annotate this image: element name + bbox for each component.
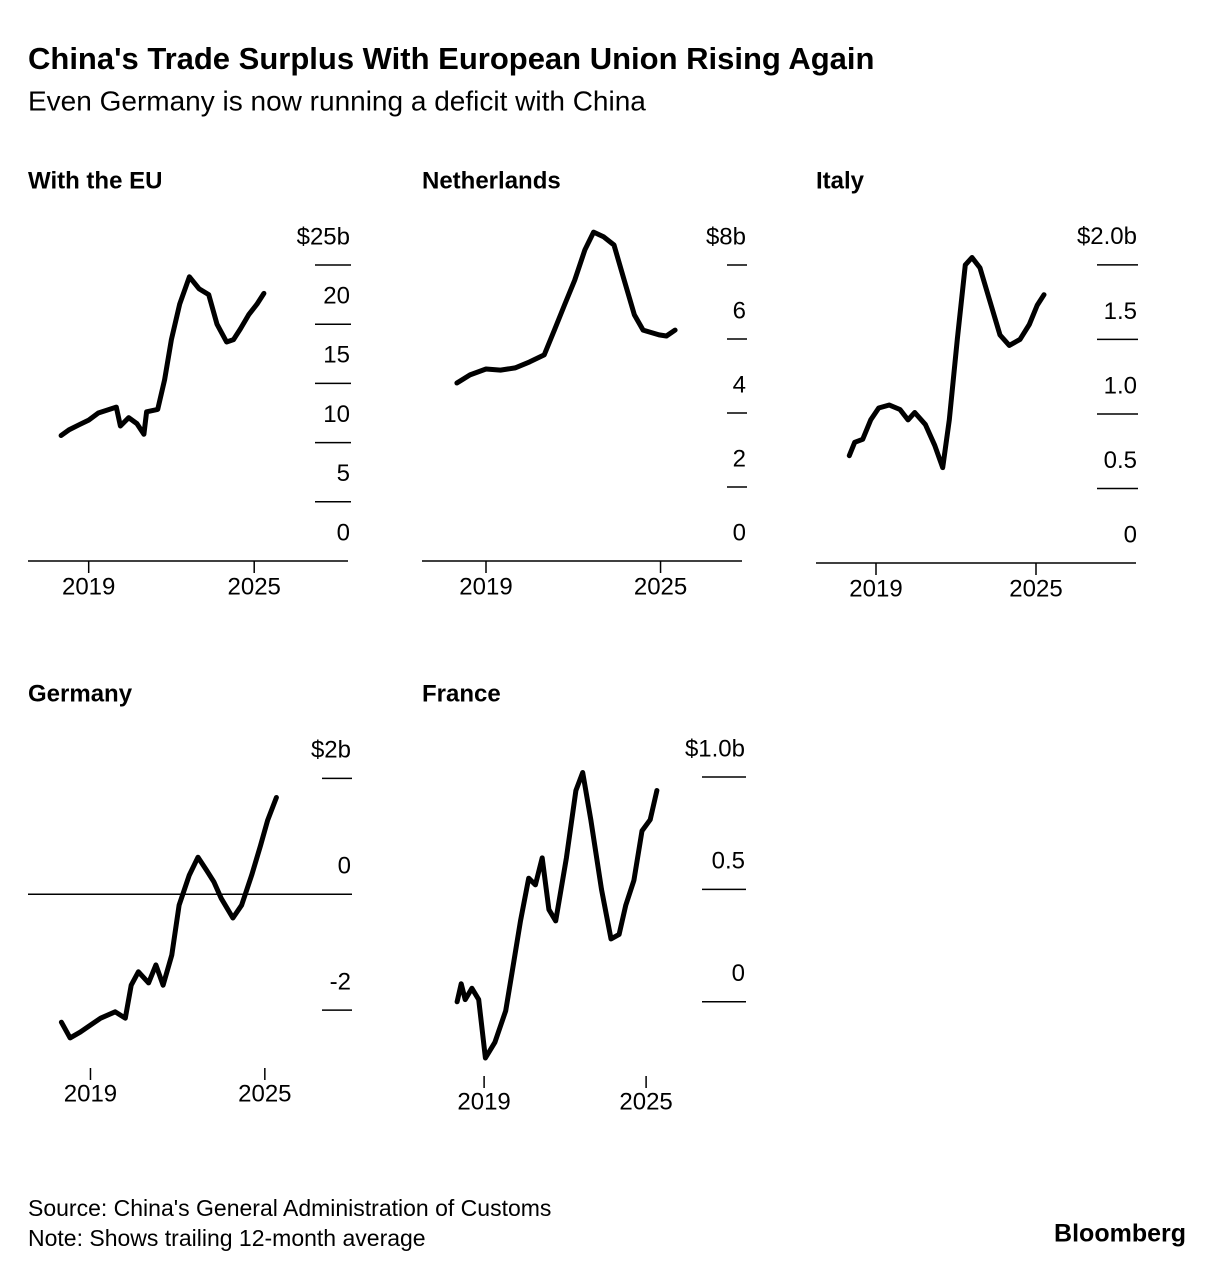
x-tick-label: 2025 <box>619 1088 672 1115</box>
data-line <box>58 795 279 1041</box>
y-tick-label: 0 <box>338 853 351 880</box>
y-tick-label: 0 <box>1124 521 1137 548</box>
x-tick-label: 2019 <box>64 1080 117 1107</box>
x-tick-label: 2019 <box>849 575 902 602</box>
x-tick-label: 2025 <box>228 573 281 600</box>
x-tick-label: 2019 <box>62 573 115 600</box>
y-tick-label: $1.0b <box>685 735 745 762</box>
data-line <box>58 274 267 438</box>
y-tick-label: 2 <box>733 445 746 472</box>
brand: Bloomberg <box>1054 1220 1186 1248</box>
y-tick-label: $8b <box>706 223 746 250</box>
panel-title: Italy <box>816 167 865 194</box>
y-tick-label: 4 <box>733 371 746 398</box>
y-tick-label: 6 <box>733 297 746 324</box>
panel-title: Germany <box>28 680 133 707</box>
x-tick-label: 2025 <box>238 1080 291 1107</box>
y-tick-label: 20 <box>323 283 350 310</box>
subtitle: Even Germany is now running a deficit wi… <box>28 85 646 116</box>
y-tick-label: 0 <box>337 519 350 546</box>
y-tick-label: 0 <box>733 519 746 546</box>
note: Note: Shows trailing 12-month average <box>28 1225 426 1251</box>
x-tick-label: 2019 <box>459 573 512 600</box>
panel-title: With the EU <box>28 167 162 194</box>
y-tick-label: 1.0 <box>1104 372 1137 399</box>
title: China's Trade Surplus With European Unio… <box>28 41 874 76</box>
x-tick-label: 2019 <box>457 1088 510 1115</box>
panel-title: Netherlands <box>422 167 561 194</box>
y-tick-label: 10 <box>323 401 350 428</box>
x-tick-label: 2025 <box>1009 575 1062 602</box>
y-tick-label: 0.5 <box>1104 447 1137 474</box>
y-tick-label: $2.0b <box>1077 223 1137 250</box>
x-tick-label: 2025 <box>634 573 687 600</box>
y-tick-label: $25b <box>297 223 350 250</box>
y-tick-label: 0.5 <box>712 848 745 875</box>
y-tick-label: $2b <box>311 737 351 764</box>
y-tick-label: 5 <box>337 460 350 487</box>
data-line <box>454 770 660 1061</box>
y-tick-label: 15 <box>323 342 350 369</box>
y-tick-label: -2 <box>330 968 351 995</box>
y-tick-label: 0 <box>732 960 745 987</box>
data-line <box>846 255 1047 471</box>
source: Source: China's General Administration o… <box>28 1195 551 1221</box>
data-line <box>454 229 678 386</box>
y-tick-label: 1.5 <box>1104 298 1137 325</box>
panel-title: France <box>422 680 501 707</box>
